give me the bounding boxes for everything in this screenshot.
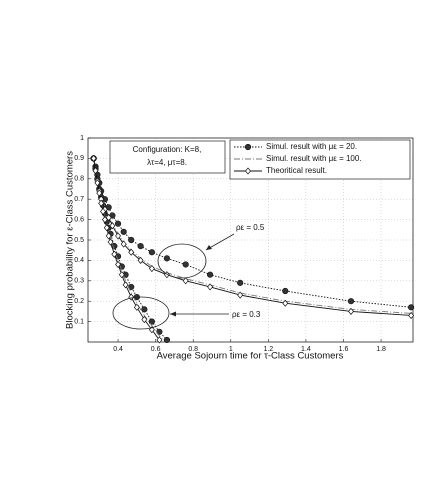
y-tick-label: 0.9 xyxy=(74,155,84,162)
marker xyxy=(148,265,155,273)
marker xyxy=(237,291,244,299)
marker xyxy=(105,232,112,240)
y-tick-label: 0.6 xyxy=(74,216,84,223)
marker xyxy=(408,304,415,311)
legend-label: Simul. result with με = 100. xyxy=(266,154,362,163)
marker xyxy=(128,236,135,244)
marker xyxy=(128,293,135,301)
marker xyxy=(128,248,135,256)
marker xyxy=(96,189,103,197)
annotation: ρε = 0.3 xyxy=(232,310,261,319)
legend-label: Theoritical result. xyxy=(266,166,327,175)
marker xyxy=(101,216,108,224)
marker xyxy=(282,299,289,307)
marker xyxy=(109,222,116,230)
ellipse xyxy=(112,296,170,330)
y-tick-label: 0.5 xyxy=(74,237,84,244)
marker xyxy=(182,277,189,285)
marker xyxy=(111,250,118,258)
x-tick-label: 1.2 xyxy=(263,346,273,353)
y-tick-label: 0.3 xyxy=(74,278,84,285)
legend-label: Simul. result with με = 20. xyxy=(266,142,357,151)
x-tick-label: 0.8 xyxy=(188,346,198,353)
x-tick-label: 0.4 xyxy=(113,346,123,353)
marker xyxy=(348,307,354,315)
marker xyxy=(137,243,144,250)
y-tick-label: 1 xyxy=(80,135,84,142)
marker xyxy=(207,271,214,278)
marker xyxy=(98,199,105,207)
config-text: λτ=4, μτ=8. xyxy=(147,158,187,167)
marker xyxy=(408,311,415,320)
y-tick-label: 0.2 xyxy=(74,298,84,305)
x-tick-label: 1.6 xyxy=(339,346,349,353)
y-tick-label: 0.8 xyxy=(74,176,84,183)
marker xyxy=(90,154,97,162)
marker xyxy=(92,167,99,175)
y-tick-label: 0.7 xyxy=(74,196,84,203)
x-tick-label: 1 xyxy=(229,346,233,353)
x-axis-label: Average Sojourn time for τ-Class Custome… xyxy=(157,351,344,362)
marker xyxy=(118,271,125,279)
marker xyxy=(120,240,127,248)
marker xyxy=(115,232,122,240)
annotation: ρε = 0.5 xyxy=(236,223,265,232)
marker xyxy=(163,336,171,344)
marker xyxy=(282,287,289,295)
x-tick-label: 1.4 xyxy=(301,346,311,353)
marker xyxy=(107,238,114,246)
marker xyxy=(347,298,355,305)
x-tick-label: 1.8 xyxy=(376,346,386,353)
y-tick-label: 0.4 xyxy=(74,257,84,264)
marker xyxy=(94,179,101,187)
marker xyxy=(182,261,189,268)
ellipse xyxy=(157,243,207,279)
marker xyxy=(120,228,127,235)
arrow-head xyxy=(206,245,212,250)
marker xyxy=(114,220,122,227)
marker xyxy=(133,303,140,311)
marker xyxy=(156,328,163,335)
marker xyxy=(105,214,112,222)
marker xyxy=(148,318,155,325)
marker xyxy=(237,279,244,286)
legend-marker xyxy=(245,167,251,175)
marker xyxy=(115,260,122,269)
marker xyxy=(137,256,144,264)
marker xyxy=(103,224,110,232)
marker xyxy=(156,336,163,344)
marker xyxy=(100,207,106,215)
config-text: Configuration: K=8, xyxy=(133,145,202,154)
arrow-head xyxy=(170,311,176,317)
y-tick-label: 0.1 xyxy=(74,318,84,325)
marker xyxy=(141,316,148,324)
marker xyxy=(141,306,148,313)
x-tick-label: 0.6 xyxy=(151,346,161,353)
legend xyxy=(229,139,411,180)
marker xyxy=(122,281,129,289)
config-box xyxy=(109,140,226,174)
marker xyxy=(207,283,214,291)
y-axis-label: Blocking probability for ε-Class Custome… xyxy=(65,151,76,329)
marker xyxy=(148,249,155,256)
legend-marker xyxy=(244,143,252,151)
marker xyxy=(163,255,171,262)
